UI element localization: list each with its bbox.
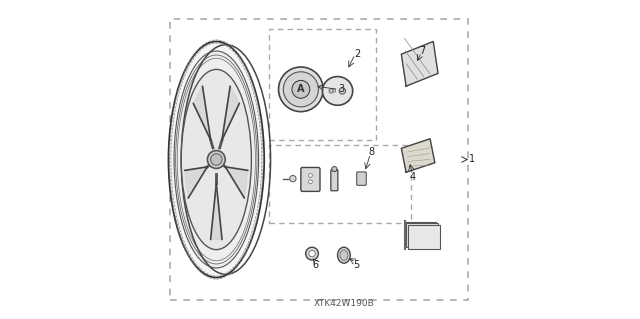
- Circle shape: [333, 90, 335, 92]
- Circle shape: [306, 247, 319, 260]
- Circle shape: [308, 174, 312, 177]
- Circle shape: [332, 167, 337, 172]
- Text: 2: 2: [354, 49, 360, 59]
- Circle shape: [278, 67, 323, 112]
- Circle shape: [309, 250, 316, 257]
- FancyBboxPatch shape: [408, 225, 440, 249]
- Text: 3: 3: [339, 84, 344, 94]
- Polygon shape: [222, 86, 239, 140]
- FancyBboxPatch shape: [356, 172, 366, 185]
- Text: 4: 4: [410, 172, 415, 182]
- Polygon shape: [401, 41, 438, 86]
- Circle shape: [284, 72, 319, 107]
- Circle shape: [211, 154, 222, 165]
- Circle shape: [292, 80, 310, 98]
- Circle shape: [290, 175, 296, 182]
- Text: 7: 7: [419, 46, 425, 56]
- Text: XTK42W190B: XTK42W190B: [314, 299, 374, 308]
- Text: A: A: [297, 84, 305, 94]
- Polygon shape: [185, 167, 207, 198]
- FancyBboxPatch shape: [301, 167, 320, 191]
- Circle shape: [329, 89, 333, 93]
- Text: 1: 1: [468, 154, 475, 165]
- Text: 5: 5: [353, 260, 360, 270]
- Polygon shape: [211, 183, 222, 240]
- Polygon shape: [193, 86, 211, 140]
- Text: 8: 8: [368, 146, 374, 157]
- Circle shape: [339, 88, 346, 94]
- Ellipse shape: [174, 51, 259, 268]
- Circle shape: [308, 180, 312, 184]
- Polygon shape: [225, 167, 248, 198]
- Ellipse shape: [337, 247, 350, 263]
- FancyBboxPatch shape: [331, 170, 338, 191]
- Ellipse shape: [340, 250, 348, 260]
- Polygon shape: [401, 139, 435, 172]
- FancyBboxPatch shape: [404, 222, 436, 246]
- Ellipse shape: [168, 41, 264, 278]
- Circle shape: [207, 151, 225, 168]
- Ellipse shape: [181, 70, 252, 249]
- FancyBboxPatch shape: [406, 223, 438, 247]
- Text: 6: 6: [313, 260, 319, 270]
- Ellipse shape: [323, 77, 353, 105]
